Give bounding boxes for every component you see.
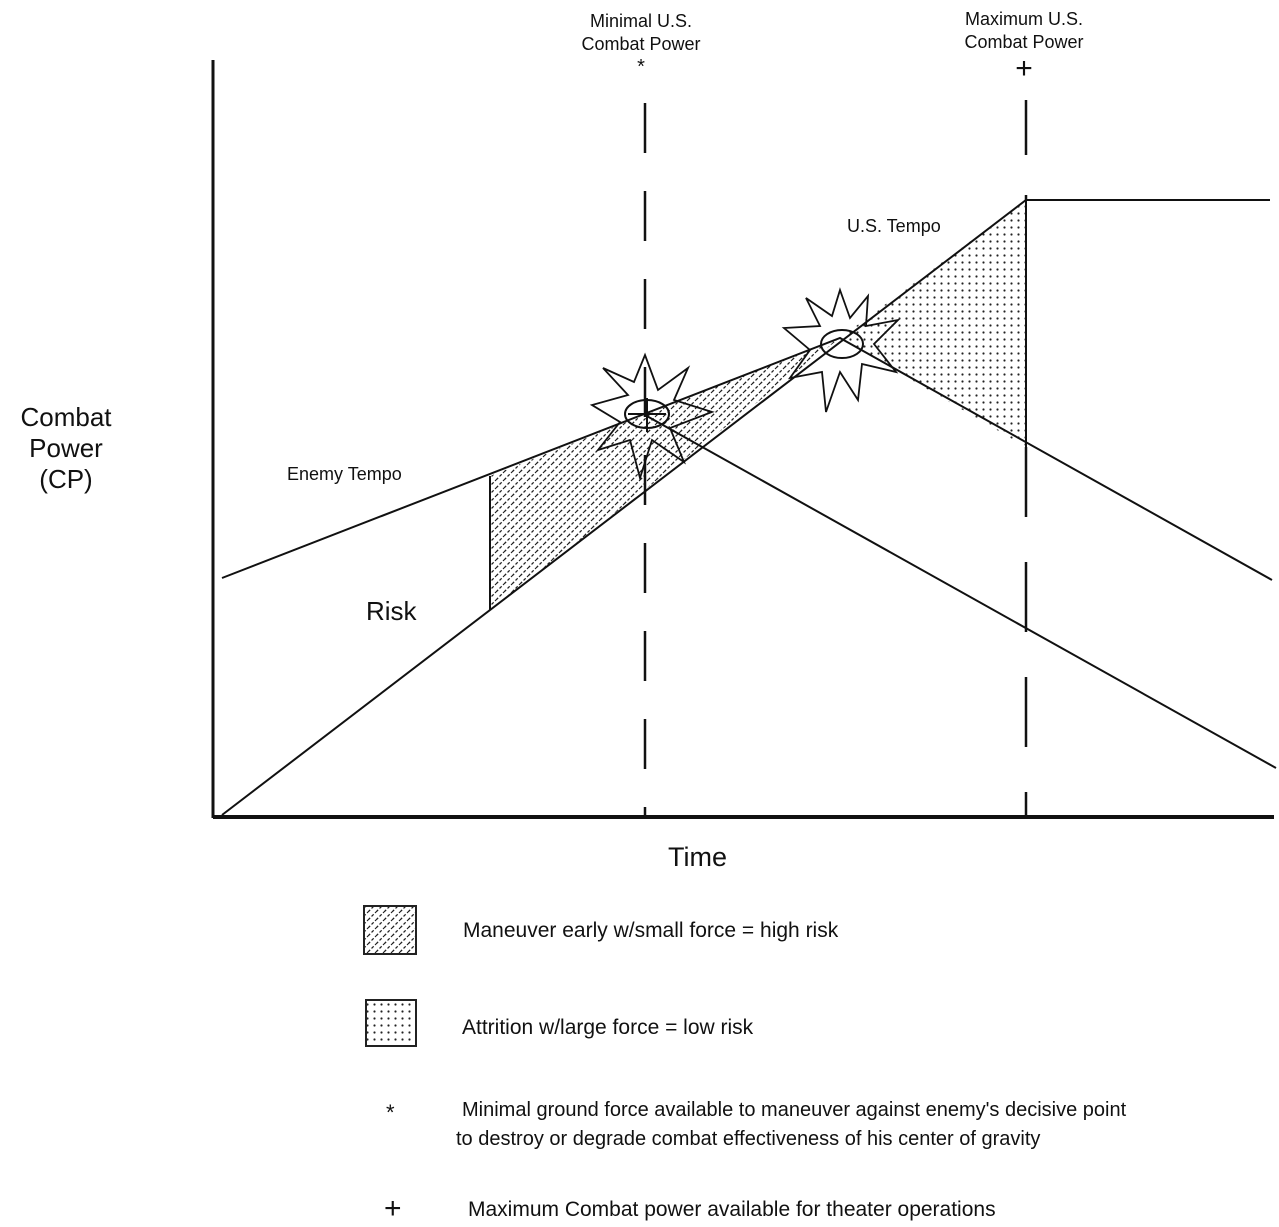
legend-dots-swatch	[365, 999, 417, 1047]
maximum-power-label: Maximum U.S. Combat Power +	[964, 8, 1083, 84]
burst-icon	[781, 287, 901, 413]
legend-star-text: Minimal ground force available to maneuv…	[456, 1096, 1126, 1154]
minimal-power-label-line2: Combat Power	[581, 34, 701, 54]
y-axis-label: Combat Power (CP)	[12, 402, 120, 495]
maximum-power-plus: +	[1015, 52, 1033, 85]
legend-star-text-line1: Minimal ground force available to maneuv…	[462, 1099, 1127, 1121]
us-decline-line	[644, 414, 1277, 769]
y-axis-label-line3: (CP)	[39, 464, 93, 494]
burst-icon	[589, 352, 715, 482]
legend-maneuver-text: Maneuver early w/small force = high risk	[463, 919, 839, 942]
intersection-circle	[820, 329, 864, 359]
x-axis-label: Time	[668, 842, 727, 872]
maximum-power-label-line2: Combat Power	[964, 32, 1084, 52]
enemy-tempo-label: Enemy Tempo	[287, 464, 402, 484]
legend-star-text-line2: to destroy or degrade combat effectivene…	[456, 1128, 1041, 1150]
enemy-tempo-line	[221, 336, 1273, 581]
legend-hatch-swatch	[363, 905, 417, 955]
legend-plus-symbol: +	[384, 1192, 402, 1225]
minimal-power-star: *	[637, 56, 645, 78]
minimal-power-label-line1: Minimal U.S.	[589, 11, 692, 31]
legend-attrition-text: Attrition w/large force = low risk	[462, 1016, 754, 1039]
legend-plus-text: Maximum Combat power available for theat…	[468, 1198, 996, 1221]
attrition-dotted-region	[840, 200, 1026, 447]
y-axis-label-line1: Combat	[20, 402, 112, 432]
legend-star-symbol: *	[386, 1100, 395, 1125]
maximum-power-label-line1: Maximum U.S.	[964, 9, 1083, 29]
y-axis-label-line2: Power	[29, 433, 103, 463]
risk-label: Risk	[366, 596, 417, 626]
us-tempo-label: U.S. Tempo	[847, 216, 941, 236]
minimal-power-label: Minimal U.S. Combat Power *	[581, 10, 700, 79]
us-tempo-line	[221, 199, 1270, 816]
